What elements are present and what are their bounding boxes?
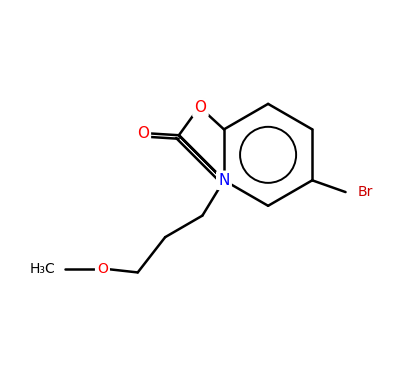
Text: O: O (137, 126, 149, 141)
Text: N: N (218, 173, 230, 188)
Text: H₃C: H₃C (30, 261, 55, 276)
Text: O: O (97, 261, 108, 276)
Text: Br: Br (358, 185, 373, 199)
Text: O: O (194, 100, 206, 115)
